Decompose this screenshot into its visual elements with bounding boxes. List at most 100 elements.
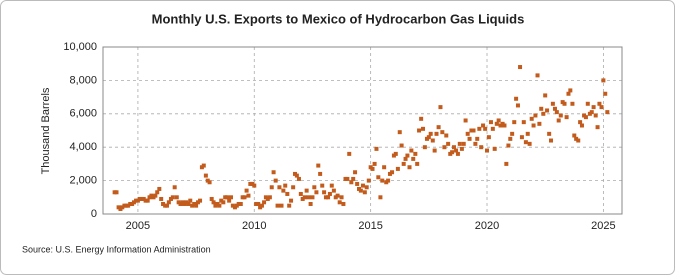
point — [131, 200, 136, 205]
point — [401, 161, 406, 166]
point — [483, 126, 488, 131]
point — [409, 148, 414, 153]
point — [558, 113, 563, 118]
point — [514, 96, 519, 101]
point — [434, 131, 439, 136]
point — [562, 101, 567, 106]
chart-title: Monthly U.S. Exports to Mexico of Hydroc… — [152, 11, 525, 26]
point — [114, 190, 119, 195]
x-tick-label: 2015 — [358, 220, 382, 232]
point — [541, 111, 546, 116]
point — [504, 161, 509, 166]
point — [341, 201, 346, 206]
point — [440, 130, 445, 135]
point — [508, 136, 513, 141]
point — [327, 191, 332, 196]
point — [463, 118, 468, 123]
point — [422, 145, 427, 150]
point — [298, 191, 303, 196]
point — [279, 203, 284, 208]
point — [510, 131, 515, 136]
point — [211, 200, 216, 205]
point — [248, 181, 253, 186]
point — [477, 126, 482, 131]
point — [236, 201, 241, 206]
point — [149, 193, 154, 198]
point — [442, 145, 447, 150]
point — [155, 190, 160, 195]
point — [275, 203, 280, 208]
point — [535, 73, 540, 78]
point — [331, 188, 336, 193]
point — [465, 131, 470, 136]
point — [372, 161, 377, 166]
point — [203, 173, 208, 178]
point — [326, 195, 331, 200]
point — [174, 195, 179, 200]
point — [198, 198, 203, 203]
point — [496, 118, 501, 123]
point — [399, 143, 404, 148]
point — [578, 120, 583, 125]
point — [252, 183, 257, 188]
point — [523, 140, 528, 145]
point — [382, 165, 387, 170]
point — [395, 166, 400, 171]
x-tick-label: 2020 — [475, 220, 499, 232]
point — [262, 200, 267, 205]
point — [572, 133, 577, 138]
point — [285, 191, 290, 196]
point — [322, 190, 327, 195]
point — [469, 128, 474, 133]
point — [300, 196, 305, 201]
point — [259, 203, 264, 208]
point — [362, 190, 367, 195]
point — [374, 146, 379, 151]
point — [605, 110, 610, 115]
point — [455, 151, 460, 156]
point — [473, 141, 478, 146]
point — [415, 161, 420, 166]
point — [432, 148, 437, 153]
point — [545, 108, 550, 113]
point — [506, 143, 511, 148]
point — [291, 185, 296, 190]
y-tick-label: 10,000 — [63, 41, 97, 53]
point — [419, 116, 424, 121]
point — [438, 105, 443, 110]
y-tick-label: 2,000 — [69, 175, 97, 187]
point — [345, 176, 350, 181]
point — [126, 203, 131, 208]
y-tick-label: 6,000 — [69, 108, 97, 120]
point — [153, 193, 158, 198]
point — [454, 148, 459, 153]
point — [380, 178, 385, 183]
point — [428, 131, 433, 136]
point — [521, 120, 526, 125]
point — [246, 193, 251, 198]
point — [467, 136, 472, 141]
point — [194, 203, 199, 208]
point — [364, 185, 369, 190]
point — [539, 106, 544, 111]
point — [349, 180, 354, 185]
point — [229, 195, 234, 200]
point — [585, 101, 590, 106]
point — [488, 120, 493, 125]
point — [287, 203, 292, 208]
point — [238, 201, 243, 206]
point — [244, 188, 249, 193]
point — [353, 170, 358, 175]
point — [159, 196, 164, 201]
y-tick-label: 8,000 — [69, 74, 97, 86]
point — [304, 188, 309, 193]
point — [337, 200, 342, 205]
point — [221, 200, 226, 205]
point — [591, 105, 596, 110]
point — [498, 123, 503, 128]
point — [370, 166, 375, 171]
point — [589, 110, 594, 115]
point — [549, 138, 554, 143]
point — [481, 123, 486, 128]
